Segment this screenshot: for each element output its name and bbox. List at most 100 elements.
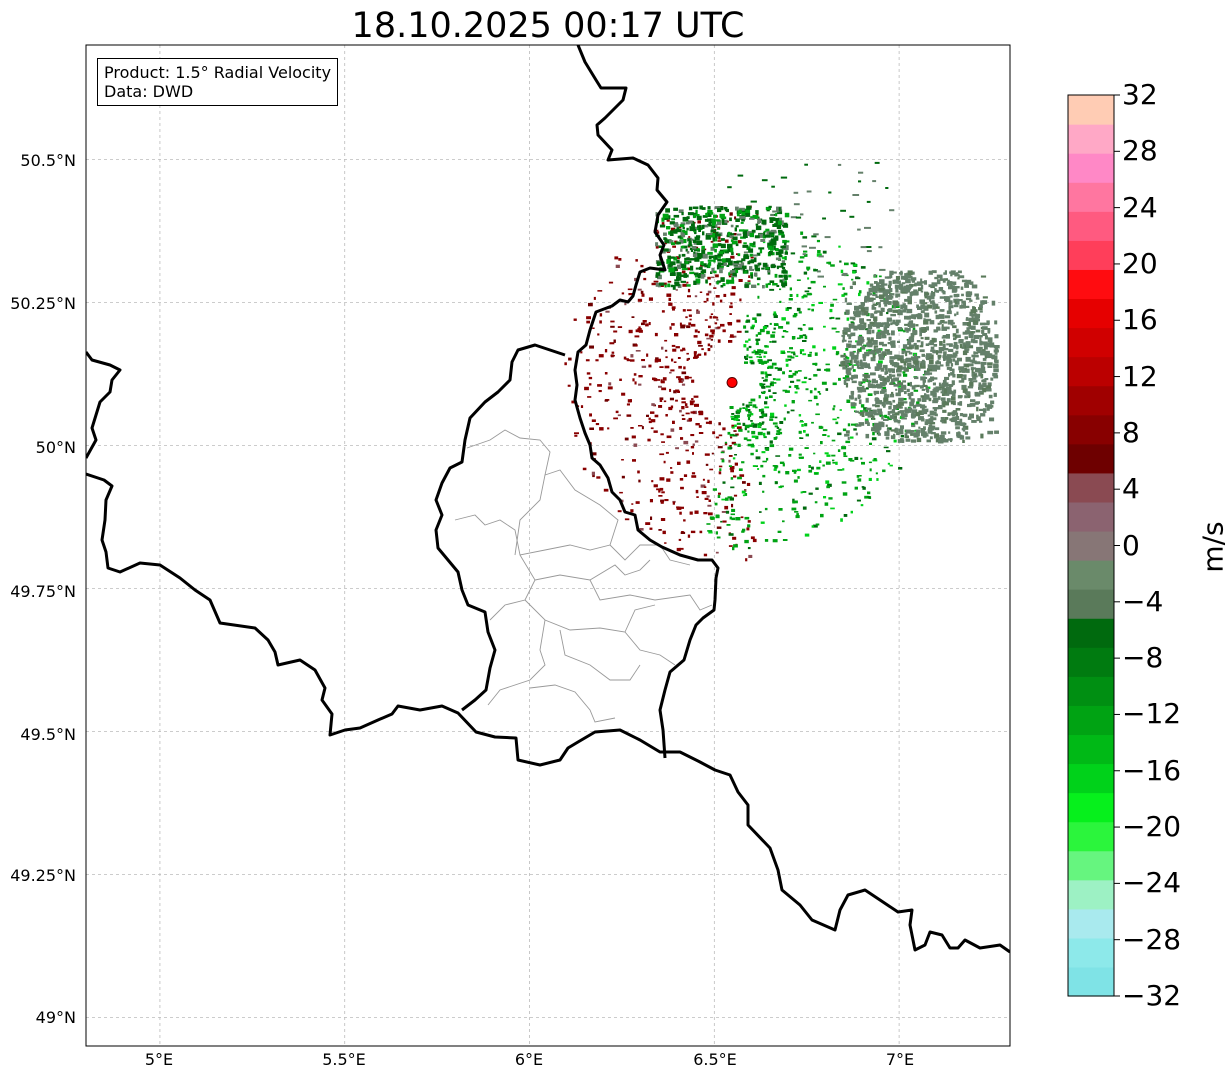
radar-echo <box>928 354 934 360</box>
radar-echo <box>793 313 798 317</box>
colorbar-tick-label: −28 <box>1122 922 1182 956</box>
radar-echo <box>947 412 952 415</box>
radar-echo <box>730 486 735 489</box>
radar-echo <box>831 327 837 330</box>
radar-echo <box>921 281 925 284</box>
radar-echo <box>910 320 913 325</box>
radar-echo <box>876 302 881 305</box>
radar-echo <box>757 349 762 352</box>
radar-echo <box>703 300 707 303</box>
radar-echo <box>688 322 692 326</box>
radar-echo <box>782 371 785 375</box>
radar-echo <box>574 434 578 437</box>
radar-echo <box>719 468 722 471</box>
radar-echo <box>773 245 776 250</box>
radar-echo <box>936 274 943 279</box>
radar-echo <box>759 382 763 386</box>
radar-echo <box>597 384 602 387</box>
radar-echo <box>756 252 761 256</box>
radar-echo <box>776 284 780 287</box>
radar-echo <box>734 424 737 427</box>
radar-echo <box>747 414 752 417</box>
radar-echo <box>676 506 682 510</box>
radar-echo <box>909 401 915 407</box>
radar-echo <box>748 424 753 427</box>
radar-echo <box>946 310 952 315</box>
radar-echo <box>904 433 908 438</box>
radar-echo <box>773 399 776 402</box>
radar-echo <box>979 340 983 346</box>
radar-echo <box>743 255 747 258</box>
radar-echo <box>871 329 875 334</box>
radar-echo <box>889 356 896 360</box>
radar-echo <box>780 245 786 249</box>
radar-echo <box>969 382 974 387</box>
radar-echo <box>755 267 760 272</box>
radar-echo <box>772 223 778 227</box>
radar-echo <box>675 389 680 393</box>
radar-echo <box>723 206 728 210</box>
radar-echo <box>930 376 935 381</box>
radar-echo <box>676 506 680 509</box>
radar-echo <box>925 343 930 346</box>
radar-echo <box>965 279 972 285</box>
radar-echo <box>983 345 988 350</box>
radar-echo <box>720 285 724 288</box>
radar-echo <box>767 242 773 248</box>
radar-echo <box>842 468 845 471</box>
radar-echo <box>683 366 686 370</box>
radar-echo <box>882 307 885 312</box>
radar-echo <box>942 355 946 359</box>
radar-echo <box>753 349 756 353</box>
radar-echo <box>676 276 682 281</box>
radar-echo <box>969 281 974 285</box>
radar-echo <box>841 294 845 297</box>
radar-echo <box>582 467 587 471</box>
radar-echo <box>854 355 859 360</box>
radar-echo <box>959 305 963 309</box>
radar-echo <box>889 402 893 406</box>
radar-echo <box>843 353 846 357</box>
radar-echo <box>959 418 963 423</box>
radar-echo <box>974 354 979 358</box>
radar-echo <box>954 335 958 339</box>
radar-echo <box>686 250 690 254</box>
radar-echo <box>845 309 850 315</box>
radar-echo <box>799 351 802 355</box>
radar-echo <box>889 274 893 279</box>
radar-echo <box>822 429 828 432</box>
radar-echo <box>886 311 889 315</box>
radar-echo <box>591 471 595 476</box>
radar-echo <box>761 377 764 379</box>
radar-echo <box>641 426 644 430</box>
radar-echo <box>724 441 727 444</box>
radar-echo <box>845 359 848 364</box>
radar-echo <box>693 335 698 338</box>
radar-echo <box>848 323 855 329</box>
radar-echo <box>903 329 906 333</box>
radar-echo <box>747 520 751 523</box>
radar-echo <box>916 340 921 343</box>
radar-echo <box>837 283 843 286</box>
radar-echo <box>843 514 848 517</box>
radar-echo <box>800 213 804 216</box>
radar-echo <box>882 292 888 297</box>
radar-echo <box>824 502 829 506</box>
radar-echo <box>914 376 919 380</box>
radar-echo <box>690 323 696 327</box>
radar-echo <box>761 451 766 454</box>
radar-echo <box>795 216 802 219</box>
radar-echo <box>930 294 935 300</box>
radar-echo <box>681 371 687 375</box>
radar-echo <box>874 426 878 431</box>
radar-echo <box>825 461 831 465</box>
radar-echo <box>775 436 778 439</box>
radar-echo <box>684 257 690 260</box>
radar-echo <box>761 386 766 389</box>
radar-echo <box>589 413 592 417</box>
radar-echo <box>907 338 914 343</box>
radar-echo <box>641 365 647 368</box>
radar-echo <box>806 190 812 193</box>
radar-echo <box>605 310 610 313</box>
radar-echo <box>909 323 912 328</box>
